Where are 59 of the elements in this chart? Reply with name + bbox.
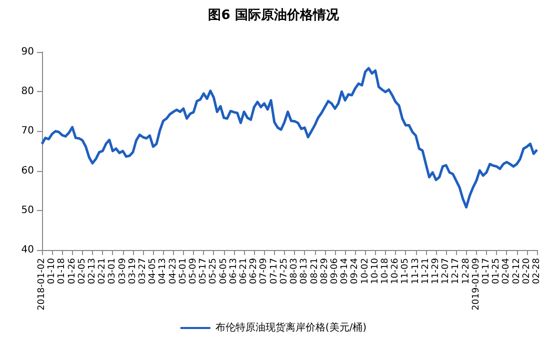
y-tick-label: 50 — [21, 204, 34, 216]
x-tick-label: 03-19 — [128, 258, 138, 284]
x-tick-label: 02-12 — [512, 258, 522, 284]
x-tick-label: 11-05 — [400, 258, 411, 284]
x-tick-label: 01-26 — [67, 258, 78, 284]
x-tick-label: 03-09 — [118, 258, 128, 284]
x-tick-label: 03-01 — [108, 258, 118, 284]
x-tick-label: 05-17 — [198, 258, 209, 284]
x-tick-label: 2018-01-02 — [37, 258, 47, 310]
x-tick-label: 10-18 — [380, 258, 390, 284]
x-tick-label: 01-25 — [492, 258, 502, 284]
x-tick-label: 12-17 — [451, 258, 462, 284]
x-tick-label: 08-21 — [310, 258, 320, 284]
y-tick-label: 70 — [21, 126, 34, 137]
y-tick-label: 40 — [21, 244, 34, 256]
x-tick-label: 02-13 — [88, 258, 98, 284]
x-tick-label: 04-05 — [148, 258, 158, 284]
x-tick-label: 12-28 — [461, 258, 472, 284]
x-tick-label: 07-17 — [269, 258, 280, 284]
x-tick-label: 09-06 — [330, 258, 340, 284]
x-tick-label: 02-04 — [502, 258, 512, 284]
x-tick-label: 01-10 — [47, 258, 58, 284]
line-series — [40, 66, 538, 208]
x-tick-label: 03-27 — [138, 258, 148, 284]
x-tick-label: 06-05 — [218, 258, 229, 284]
x-tick-label: 10-02 — [360, 258, 370, 284]
x-tick-label: 04-13 — [158, 258, 168, 284]
x-tick-label: 11-13 — [410, 258, 421, 284]
x-tick-label: 05-01 — [178, 258, 188, 284]
x-tick-label: 10-10 — [370, 258, 380, 284]
x-tick-label: 07-25 — [279, 258, 290, 284]
x-tick-label: 04-23 — [168, 258, 178, 284]
x-tick-label: 12-07 — [441, 258, 452, 284]
x-tick-label: 02-05 — [77, 258, 88, 284]
x-tick-label: 08-13 — [300, 258, 310, 284]
x-tick-label: 06-29 — [249, 258, 260, 284]
x-tick-label: 01-18 — [57, 258, 68, 284]
x-tick-label: 01-17 — [481, 258, 492, 284]
chart-title: 图6 国际原油价格情况 — [208, 8, 340, 23]
x-tick-label: 02-20 — [522, 258, 532, 284]
x-tick-label: 10-26 — [390, 258, 401, 284]
legend-label: 布伦特原油现货离岸价格(美元/桶) — [215, 322, 367, 334]
x-tick-label: 06-21 — [239, 258, 250, 284]
x-tick-label: 02-21 — [98, 258, 108, 284]
x-tick-label: 11-21 — [420, 258, 431, 284]
x-tick-label: 02-28 — [532, 258, 542, 284]
x-tick-label: 08-03 — [290, 258, 300, 284]
x-tick-label: 05-09 — [188, 258, 199, 284]
y-tick-label: 60 — [21, 165, 34, 176]
x-tick-label: 07-09 — [259, 258, 270, 284]
x-tick-label: 06-13 — [228, 258, 239, 284]
x-tick-label: 11-29 — [430, 258, 441, 284]
x-tick-label: 09-24 — [350, 258, 360, 284]
x-tick-label: 08-29 — [320, 258, 330, 284]
x-tick-label: 05-25 — [208, 258, 219, 284]
x-tick-label: 09-14 — [340, 258, 350, 284]
y-tick-label: 80 — [21, 86, 34, 98]
x-tick-label: 2019-01-09 — [471, 258, 482, 310]
y-tick-label: 90 — [21, 46, 34, 58]
